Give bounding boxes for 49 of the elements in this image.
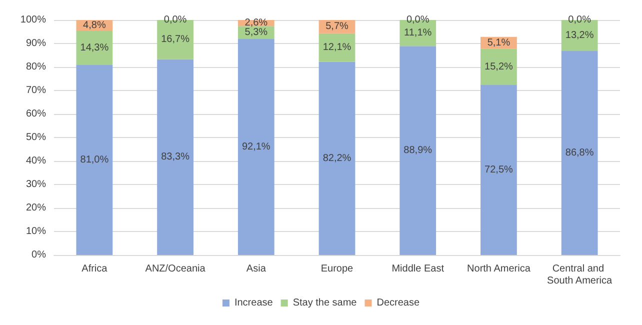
y-tick-label: 100% [20,14,46,26]
bar [76,64,113,255]
legend-label: Stay the same [292,298,358,308]
bar [76,31,113,65]
data-label: 81,0% [80,154,109,166]
data-label: 83,3% [161,152,190,163]
data-label: 16,7% [161,34,190,46]
data-label: 4,8% [83,20,106,32]
data-label: 12,1% [322,42,352,54]
bar [480,84,517,255]
bar [238,38,274,255]
bar [561,51,598,255]
x-tick-label: ANZ/Oceania [145,264,206,274]
x-tick-label: Central and South America [547,264,613,286]
data-label: 14,3% [80,42,109,54]
y-tick-label: 90% [26,38,46,49]
x-tick-label: Europe [320,264,354,274]
y-tick-label: 10% [26,226,46,237]
bar [318,33,356,62]
y-tick-label: 70% [26,85,46,96]
legend-label: Increase [234,298,274,308]
data-label: 13,2% [565,30,594,42]
bar [318,62,356,255]
legend-label: Decrease [376,298,420,308]
data-label: 72,5% [484,164,513,176]
data-label: 88,9% [404,145,432,156]
data-label: 82,2% [322,152,352,164]
data-label: 5,7% [326,21,349,32]
data-label: 2,6% [244,18,268,29]
data-label: 15,2% [484,61,513,72]
data-label: 92,1% [242,141,270,152]
data-label: 86,8% [565,148,594,159]
bar [157,59,194,255]
x-tick-label: Asia [246,264,266,274]
y-tick-label: 40% [26,156,46,166]
x-tick-label: Africa [82,264,108,274]
bar [480,48,517,85]
y-tick-label: 0% [32,250,46,260]
x-tick-label: North America [467,264,531,274]
data-label: 5,1% [487,37,510,48]
data-label: 5,3% [244,26,268,38]
bar [400,46,436,255]
y-tick-label: 30% [26,179,46,190]
data-label: 11,1% [404,28,432,39]
y-tick-label: 50% [26,132,46,143]
y-tick-label: 20% [26,202,46,214]
x-tick-label: Middle East [392,264,444,274]
y-tick-label: 80% [26,62,46,72]
y-tick-label: 60% [26,108,46,120]
